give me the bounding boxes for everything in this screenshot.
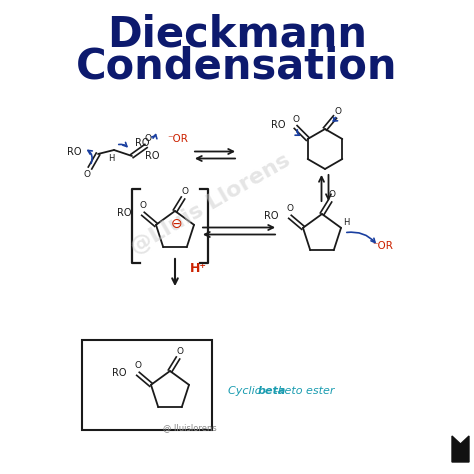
Text: RO: RO	[145, 151, 159, 161]
Text: Condensation: Condensation	[76, 45, 398, 87]
Text: O: O	[328, 190, 336, 199]
Text: O: O	[145, 134, 152, 143]
Text: RO: RO	[271, 120, 286, 130]
Text: RO: RO	[112, 368, 127, 378]
Text: beta: beta	[258, 386, 286, 396]
Text: O: O	[139, 201, 146, 210]
Text: O: O	[176, 346, 183, 356]
Text: Cyclic: Cyclic	[228, 386, 264, 396]
Text: Dieckmann: Dieckmann	[107, 13, 367, 55]
Text: RO: RO	[135, 138, 149, 148]
Text: O: O	[286, 204, 293, 213]
Text: RO: RO	[67, 147, 82, 157]
Text: @Lluis Llorens: @Lluis Llorens	[127, 150, 293, 258]
Text: O: O	[135, 361, 141, 370]
Text: O: O	[182, 186, 189, 195]
Text: @ lluislorens: @ lluislorens	[163, 423, 217, 432]
Text: O: O	[83, 170, 91, 179]
Text: O: O	[292, 115, 299, 124]
Text: H: H	[108, 154, 114, 163]
Text: ⊖: ⊖	[171, 217, 183, 231]
Text: H: H	[343, 219, 349, 228]
Text: RO: RO	[118, 208, 132, 218]
Text: H⁺: H⁺	[190, 263, 207, 275]
Text: -keto ester: -keto ester	[274, 386, 335, 396]
Text: RO: RO	[264, 211, 279, 221]
Polygon shape	[452, 436, 469, 462]
Text: O: O	[335, 107, 341, 116]
Text: ⁻OR: ⁻OR	[168, 134, 189, 144]
Text: ⁻OR: ⁻OR	[373, 241, 393, 251]
